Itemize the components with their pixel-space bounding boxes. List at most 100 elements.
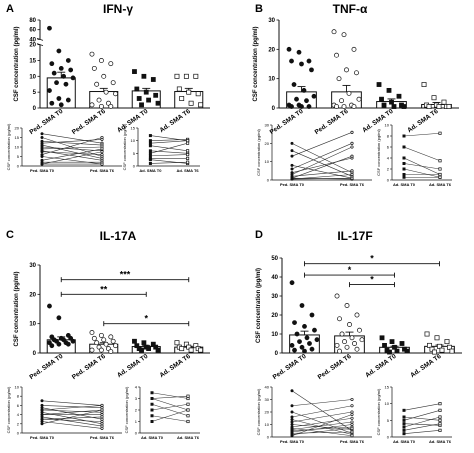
- paired-y-axis-label: CSF concentration (pg/ml): [6, 386, 11, 433]
- paired-y-tick-label: 10: [265, 422, 270, 427]
- paired-point: [148, 139, 152, 143]
- data-point: [434, 335, 440, 341]
- data-point: [132, 338, 137, 344]
- paired-category-label: Ped. SMA T6: [90, 168, 115, 173]
- data-point: [56, 48, 62, 54]
- data-point: [68, 67, 74, 73]
- data-point: [427, 342, 432, 348]
- data-point: [439, 347, 445, 353]
- y-tick-label: 30: [29, 263, 36, 269]
- data-point: [431, 95, 437, 101]
- paired-point: [100, 419, 104, 424]
- paired-point: [402, 428, 406, 432]
- data-point: [389, 339, 395, 344]
- paired-point: [438, 402, 442, 406]
- data-point: [432, 349, 437, 355]
- data-point: [188, 347, 194, 353]
- data-point: [389, 99, 394, 105]
- y-tick-label: 0: [272, 106, 276, 112]
- paired-point: [150, 396, 154, 400]
- paired-line: [41, 409, 103, 413]
- paired-point: [40, 136, 44, 140]
- paired-y-tick-label: 20: [15, 126, 20, 131]
- paired-y-tick-label: 0: [267, 178, 270, 183]
- y-axis-label: CSF concentration (pg/ml): [256, 268, 262, 343]
- paired-category-label: Ad. SMA T6: [429, 439, 452, 444]
- paired-y-tick-label: 0: [133, 164, 136, 169]
- paired-line: [403, 416, 441, 428]
- data-point: [65, 341, 71, 347]
- data-point: [379, 96, 384, 102]
- y-tick-label: 10: [271, 332, 278, 338]
- y-tick-label: 40: [29, 37, 36, 43]
- data-point: [289, 104, 294, 109]
- paired-y-tick-label: 0: [267, 435, 270, 440]
- data-point: [294, 96, 299, 102]
- y-tick-label: 10: [29, 74, 36, 80]
- significance-label: *: [370, 275, 374, 285]
- data-point: [155, 100, 161, 106]
- data-point: [396, 93, 402, 99]
- paired-point: [290, 141, 294, 145]
- paired-y-tick-label: 5: [387, 418, 390, 423]
- y-tick-label: 10: [268, 77, 275, 83]
- paired-line: [41, 137, 103, 157]
- paired-y-tick-label: 0: [135, 431, 138, 436]
- data-point: [299, 61, 304, 67]
- data-point: [139, 102, 144, 108]
- y-tick-label: 80: [29, 18, 36, 24]
- paired-line: [403, 423, 441, 431]
- paired-point: [402, 175, 406, 179]
- paired-y-tick-label: 15: [385, 385, 390, 390]
- data-point: [379, 335, 385, 341]
- data-point: [186, 89, 192, 95]
- data-point: [351, 104, 357, 109]
- data-point: [98, 58, 104, 63]
- data-point: [339, 331, 345, 337]
- data-point: [446, 104, 452, 109]
- data-point: [139, 347, 144, 353]
- data-point: [58, 102, 64, 108]
- significance-label: *: [348, 265, 352, 275]
- data-point: [334, 342, 340, 348]
- paired-point: [438, 175, 442, 179]
- paired-point: [186, 408, 190, 412]
- data-point: [49, 61, 55, 67]
- significance-label: **: [100, 284, 108, 294]
- paired-line: [291, 155, 353, 179]
- paired-y-axis-label: CSF concentration (pg/ml): [6, 123, 11, 170]
- paired-point: [100, 408, 104, 412]
- paired-line: [41, 418, 103, 422]
- data-point: [429, 346, 435, 352]
- data-point: [286, 46, 292, 52]
- data-point: [47, 88, 52, 93]
- data-point: [108, 61, 114, 67]
- paired-line: [41, 146, 103, 152]
- data-point: [141, 73, 147, 79]
- data-point: [103, 89, 109, 95]
- paired-point: [402, 418, 406, 422]
- paired-point: [402, 408, 406, 412]
- data-point: [307, 341, 312, 346]
- data-point: [297, 339, 302, 344]
- panel-letter: C: [6, 229, 14, 241]
- data-point: [341, 32, 347, 38]
- data-point: [58, 66, 64, 71]
- paired-point: [186, 394, 190, 398]
- data-point: [449, 348, 455, 354]
- paired-y-tick-label: 8: [17, 394, 20, 399]
- data-point: [299, 104, 304, 109]
- paired-line: [151, 398, 189, 411]
- data-point: [70, 75, 76, 81]
- paired-line: [291, 427, 353, 437]
- paired-line: [403, 132, 441, 137]
- paired-y-tick-label: 30: [265, 397, 270, 402]
- data-point: [98, 332, 104, 338]
- data-point: [289, 58, 294, 64]
- paired-y-tick-label: 10: [131, 138, 136, 143]
- paired-y-tick-label: 8: [387, 134, 390, 139]
- paired-point: [186, 402, 190, 406]
- paired-line: [403, 430, 441, 434]
- data-point: [110, 80, 116, 86]
- data-point: [447, 344, 452, 350]
